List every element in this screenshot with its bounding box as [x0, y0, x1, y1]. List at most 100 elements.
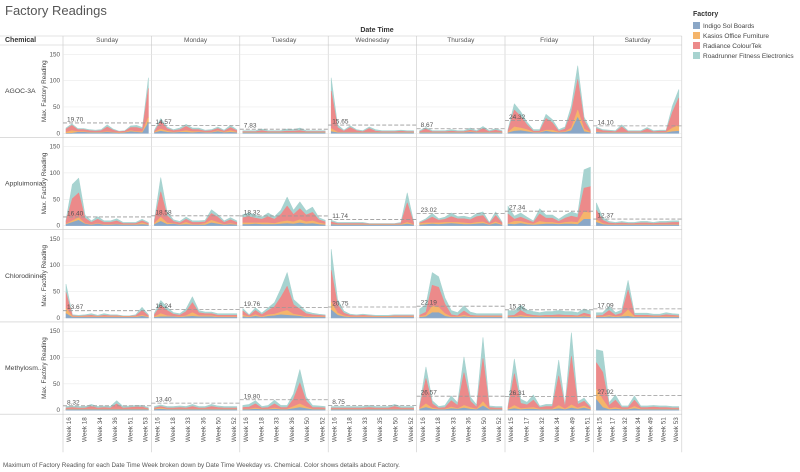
y-tick-label: 100	[49, 355, 60, 362]
area-indigo-sol-boards	[596, 316, 680, 319]
row-header-title: Chemical	[5, 37, 36, 44]
x-tick-label: Week 18	[435, 417, 442, 442]
y-tick-label: 150	[49, 144, 60, 151]
reference-label: 12.37	[597, 213, 614, 220]
area-radiance-colourtek	[596, 97, 680, 133]
x-tick-label: Week 52	[408, 417, 415, 442]
reference-label: 7.83	[244, 123, 257, 130]
reference-label: 11.74	[332, 213, 348, 220]
legend-swatch-kasios-office-furniture	[693, 32, 700, 39]
area-roadrunner-fitness-electronics	[65, 283, 149, 317]
x-tick-label: Week 52	[231, 417, 238, 442]
x-tick-label: Week 33	[274, 417, 281, 442]
weekday-header-thursday: Thursday	[447, 37, 475, 44]
x-tick-label: Week 33	[450, 417, 457, 442]
x-tick-label: Week 18	[258, 417, 265, 442]
reference-label: 13.40	[155, 397, 172, 404]
x-tick-label: Week 51	[660, 417, 667, 442]
area-indigo-sol-boards	[330, 223, 414, 226]
area-indigo-sol-boards	[507, 316, 591, 319]
x-tick-label: Week 51	[127, 417, 134, 442]
reference-label: 18.32	[244, 209, 261, 216]
x-tick-label: Week 53	[143, 417, 150, 442]
area-indigo-sol-boards	[507, 218, 591, 226]
x-tick-label: Week 51	[585, 417, 592, 442]
area-indigo-sol-boards	[242, 314, 326, 319]
reference-label: 20.75	[332, 300, 349, 307]
area-roadrunner-fitness-electronics	[65, 77, 149, 133]
column-header-title: Date Time	[360, 27, 393, 34]
x-tick-label: Week 52	[496, 417, 503, 442]
area-roadrunner-fitness-electronics	[507, 166, 591, 223]
y-tick-label: 150	[49, 328, 60, 335]
x-tick-label: Week 34	[635, 417, 642, 442]
x-tick-label: Week 18	[170, 417, 177, 442]
x-tick-label: Week 52	[319, 417, 326, 442]
x-tick-label: Week 35	[377, 417, 384, 442]
x-tick-label: Week 53	[673, 417, 680, 442]
reference-label: 16.24	[155, 303, 172, 310]
area-indigo-sol-boards	[242, 132, 326, 134]
x-tick-label: Week 15	[597, 417, 604, 442]
area-indigo-sol-boards	[154, 221, 238, 226]
area-roadrunner-fitness-electronics	[242, 369, 326, 409]
area-indigo-sol-boards	[154, 408, 238, 411]
reference-label: 15.65	[332, 119, 349, 126]
area-radiance-colourtek	[330, 90, 414, 133]
reference-label: 26.57	[421, 390, 438, 397]
weekday-header-tuesday: Tuesday	[272, 37, 297, 44]
y-tick-label: 0	[56, 223, 60, 230]
area-indigo-sol-boards	[419, 312, 503, 319]
reference-label: 8.67	[421, 122, 434, 129]
y-tick-label: 0	[56, 407, 60, 414]
reference-label: 19.70	[67, 116, 84, 123]
x-tick-label: Week 16	[420, 417, 427, 442]
y-tick-label: 100	[49, 170, 60, 177]
x-tick-label: Week 17	[523, 417, 530, 442]
x-tick-label: Week 36	[200, 417, 207, 442]
weekday-header-monday: Monday	[184, 37, 208, 44]
area-indigo-sol-boards	[242, 407, 326, 411]
legend-swatch-indigo-sol-boards	[693, 22, 700, 29]
chemical-label-appluimonia: Appluimonia	[5, 180, 43, 187]
area-indigo-sol-boards	[419, 131, 503, 134]
area-indigo-sol-boards	[65, 409, 149, 411]
x-tick-label: Week 32	[622, 417, 629, 442]
area-radiance-colourtek	[154, 191, 238, 225]
reference-label: 14.10	[597, 119, 614, 126]
x-tick-label: Week 32	[539, 417, 546, 442]
area-roadrunner-fitness-electronics	[596, 349, 680, 409]
area-indigo-sol-boards	[65, 122, 149, 134]
weekday-header-wednesday: Wednesday	[355, 37, 390, 44]
y-tick-label: 100	[49, 78, 60, 85]
reference-label: 18.58	[155, 209, 172, 216]
legend-label-roadrunner-fitness-electronics: Roadrunner Fitness Electronics	[703, 53, 794, 60]
weekday-header-sunday: Sunday	[96, 37, 119, 44]
x-tick-label: Week 50	[216, 417, 223, 442]
x-tick-label: Week 36	[466, 417, 473, 442]
x-tick-label: Week 50	[481, 417, 488, 442]
reference-label: 15.32	[509, 303, 526, 310]
legend-swatch-roadrunner-fitness-electronics	[693, 52, 700, 59]
area-indigo-sol-boards	[330, 131, 414, 134]
x-tick-label: Week 36	[289, 417, 296, 442]
area-indigo-sol-boards	[154, 130, 238, 134]
area-indigo-sol-boards	[154, 316, 238, 319]
area-indigo-sol-boards	[65, 220, 149, 226]
x-tick-label: Week 50	[304, 417, 311, 442]
reference-label: 8.32	[67, 399, 80, 406]
legend-label-kasios-office-furniture: Kasios Office Furniture	[703, 33, 769, 40]
y-axis-title: Max. Factory Reading	[41, 60, 48, 122]
area-indigo-sol-boards	[419, 405, 503, 411]
area-indigo-sol-boards	[242, 222, 326, 226]
reference-label: 27.92	[597, 389, 614, 396]
chemical-label-chlorodinine: Chlorodinine	[5, 273, 43, 280]
y-axis-title: Max. Factory Reading	[41, 337, 48, 399]
page-title: Factory Readings	[5, 3, 107, 18]
y-tick-label: 50	[53, 196, 61, 203]
y-tick-label: 50	[53, 104, 61, 111]
y-tick-label: 150	[49, 51, 60, 58]
area-indigo-sol-boards	[596, 130, 680, 134]
y-tick-label: 50	[53, 289, 61, 296]
